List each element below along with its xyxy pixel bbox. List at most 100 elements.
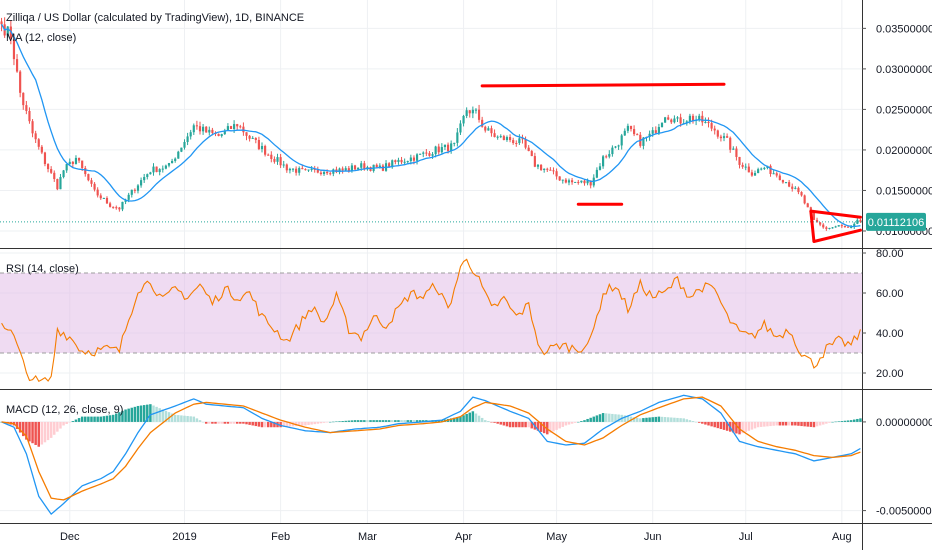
macd-histogram-bar (459, 416, 462, 422)
candle-body (40, 146, 43, 153)
macd-histogram-bar (366, 420, 369, 422)
macd-histogram-bar (418, 420, 422, 422)
candle-body (388, 163, 391, 168)
candle-body (251, 137, 254, 139)
candle-body (217, 133, 220, 137)
candle-body (341, 168, 344, 171)
macd-histogram-bar (787, 421, 791, 426)
macd-histogram-bar (499, 421, 503, 425)
macd-histogram-bar (381, 420, 385, 422)
macd-histogram-bar (797, 421, 800, 426)
rsi-band (0, 273, 862, 353)
macd-histogram-bar (369, 420, 372, 422)
macd-histogram-bar (794, 421, 797, 426)
macd-histogram-bar (40, 421, 44, 445)
macd-histogram-bar (846, 420, 850, 422)
macd-histogram-bar (623, 415, 627, 422)
candle-body (183, 141, 186, 148)
candle-body (496, 136, 499, 138)
candle-body (59, 177, 62, 190)
macd-histogram-bar (635, 417, 639, 422)
macd-histogram-bar (422, 420, 425, 422)
macd-histogram-bar (518, 421, 521, 428)
candle-body (62, 170, 65, 178)
candle-body (229, 126, 233, 130)
candle-body (797, 187, 800, 193)
y-tick-label: 0.00000000 (876, 417, 932, 429)
macd-histogram-bar (815, 421, 819, 427)
candle-body (667, 117, 670, 120)
macd-histogram-bar (555, 421, 558, 430)
candle-body (856, 219, 859, 224)
candle-body (295, 168, 298, 173)
macd-histogram-bar (391, 420, 394, 422)
macd-histogram-bar (279, 421, 282, 428)
macd-histogram-bar (307, 421, 310, 426)
candle-body (316, 169, 319, 173)
macd-histogram-bar (211, 421, 214, 424)
macd-histogram-bar (722, 421, 726, 430)
candle-body (310, 168, 313, 170)
candle-body (81, 160, 84, 169)
macd-histogram-bar (840, 421, 844, 422)
candle-body (747, 166, 750, 173)
candle-body (605, 156, 608, 158)
macd-histogram-bar (214, 421, 217, 424)
candle-body (580, 180, 583, 183)
macd-histogram-bar (558, 421, 561, 429)
macd-histogram-bar (43, 421, 47, 443)
candle-body (68, 161, 71, 165)
macd-histogram-bar (167, 412, 171, 422)
candle-body (285, 164, 288, 171)
candle-body (301, 168, 304, 170)
candle-body (512, 140, 515, 143)
macd-histogram-bar (825, 421, 828, 424)
macd-histogram-bar (539, 421, 543, 432)
x-tick-label: Mar (358, 531, 377, 543)
macd-histogram-bar (409, 420, 413, 422)
macd-line (1, 394, 861, 516)
candle-body (490, 128, 493, 134)
macd-histogram-bar (694, 421, 698, 423)
macd-histogram-bar (136, 405, 140, 422)
macd-histogram-bar (170, 413, 174, 422)
candle-body (859, 219, 862, 222)
macd-histogram-bar (577, 421, 580, 423)
macd-histogram-bar (65, 421, 68, 424)
candle-body (719, 136, 723, 139)
macd-histogram-bar (849, 420, 853, 422)
candle-body (192, 125, 195, 133)
macd-histogram-bar (115, 413, 118, 422)
macd-histogram-bar (716, 421, 720, 429)
candle-body (626, 125, 629, 131)
candle-body (456, 132, 459, 143)
candle-body (409, 157, 412, 162)
y-tick-label: 0.03500000 (876, 23, 932, 35)
candle-body (536, 164, 540, 167)
grid (0, 0, 862, 523)
candle-body (115, 207, 118, 209)
candle-body (784, 182, 788, 184)
candle-body (499, 136, 502, 138)
candle-body (633, 129, 636, 135)
macd-histogram-bar (304, 421, 307, 426)
candle-body (819, 222, 822, 225)
price-pane (0, 17, 862, 244)
macd-histogram-bar (611, 413, 614, 422)
macd-histogram-bar (341, 421, 344, 422)
macd-histogram-bar (471, 411, 475, 422)
macd-histogram-bar (229, 421, 233, 424)
macd-histogram-bar (580, 421, 583, 422)
macd-histogram-bar (725, 421, 729, 431)
candle-body (850, 226, 853, 228)
candle-body (84, 168, 87, 175)
macd-histogram-bar (118, 412, 121, 422)
macd-histogram-bar (49, 421, 53, 438)
macd-histogram-bar (378, 420, 382, 422)
macd-histogram-bar (657, 416, 661, 422)
candle-body (133, 189, 136, 191)
candle-body (543, 168, 546, 170)
macd-histogram-bar (642, 418, 645, 422)
candle-body (105, 197, 109, 204)
